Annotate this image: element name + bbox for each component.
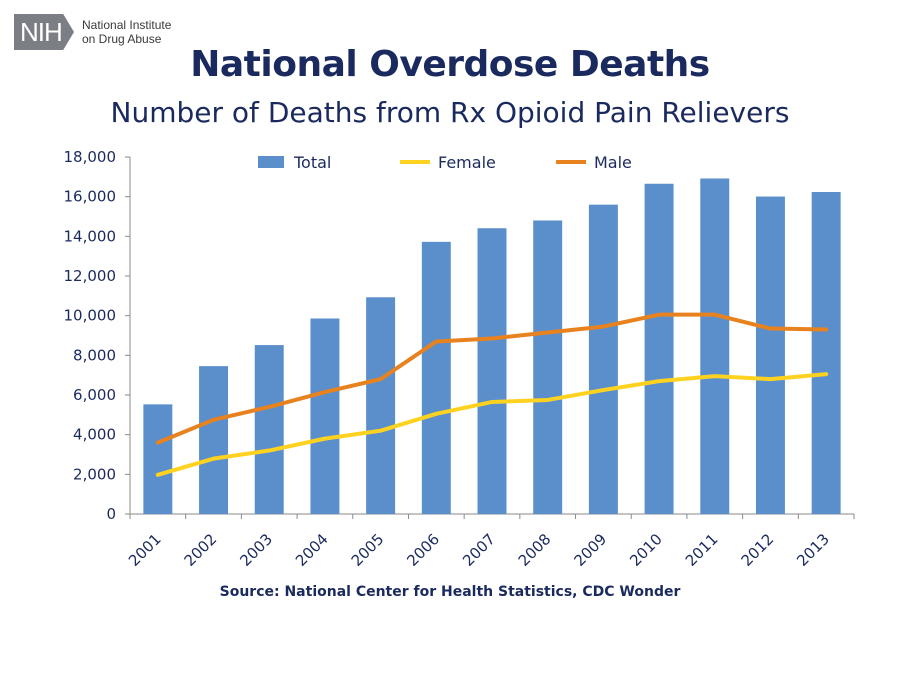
- x-tick-label-2008: 2008: [515, 530, 555, 570]
- x-tick-label-2005: 2005: [348, 530, 388, 570]
- bar-total-2010: [644, 183, 674, 514]
- x-tick-label-2007: 2007: [459, 530, 499, 570]
- x-tick-label-2003: 2003: [236, 530, 276, 570]
- y-tick-label: 14,000: [64, 227, 117, 245]
- line-female: [155, 372, 829, 477]
- source-note: Source: National Center for Health Stati…: [219, 584, 681, 600]
- nih-badge-icon: NIH: [14, 14, 74, 50]
- x-tick-label-2004: 2004: [292, 530, 332, 570]
- bar-total-2013: [811, 192, 841, 514]
- y-tick-label: 0: [106, 505, 116, 523]
- bar-total-2007: [477, 228, 507, 514]
- bar-total-2009: [588, 204, 618, 515]
- bar-total-2005: [366, 297, 396, 514]
- bar-total-2006: [421, 241, 451, 515]
- line-male: [155, 312, 829, 445]
- legend-label-female: Female: [438, 153, 496, 172]
- nih-institute-line2: on Drug Abuse: [82, 32, 162, 46]
- bar-total-2001: [143, 404, 173, 514]
- y-tick-label: 16,000: [64, 188, 117, 206]
- x-tick-label-2010: 2010: [626, 530, 666, 570]
- x-tick-label-2011: 2011: [682, 530, 722, 570]
- x-tick-label-2013: 2013: [793, 530, 833, 570]
- bar-total-2011: [700, 178, 730, 515]
- bar-total-2008: [533, 220, 563, 514]
- nih-institute-name: National Institute on Drug Abuse: [82, 18, 171, 46]
- x-tick-label-2001: 2001: [125, 530, 165, 570]
- x-tick-label-2006: 2006: [403, 530, 443, 570]
- y-tick-label: 10,000: [64, 307, 117, 325]
- x-tick-label-2002: 2002: [181, 530, 221, 570]
- chart-subtitle: Number of Deaths from Rx Opioid Pain Rel…: [110, 96, 790, 129]
- y-tick-label: 18,000: [64, 148, 117, 166]
- nih-institute-line1: National Institute: [82, 18, 172, 32]
- x-tick-label-2012: 2012: [738, 530, 778, 570]
- y-tick-label: 2,000: [73, 465, 116, 483]
- chart-title: National Overdose Deaths: [190, 44, 710, 85]
- y-tick-label: 6,000: [73, 386, 116, 404]
- legend-label-male: Male: [594, 153, 632, 172]
- bar-total-2012: [755, 196, 785, 514]
- bar-total-2002: [199, 366, 229, 514]
- y-tick-label: 8,000: [73, 346, 116, 364]
- legend-label-total: Total: [293, 153, 331, 172]
- y-tick-label: 12,000: [64, 267, 117, 285]
- y-tick-label: 4,000: [73, 426, 116, 444]
- legend-swatch-total: [258, 156, 284, 168]
- x-tick-label-2009: 2009: [570, 530, 610, 570]
- nih-logo: NIH National Institute on Drug Abuse: [14, 14, 171, 50]
- bar-total-2004: [310, 318, 340, 514]
- bar-total-2003: [254, 345, 284, 514]
